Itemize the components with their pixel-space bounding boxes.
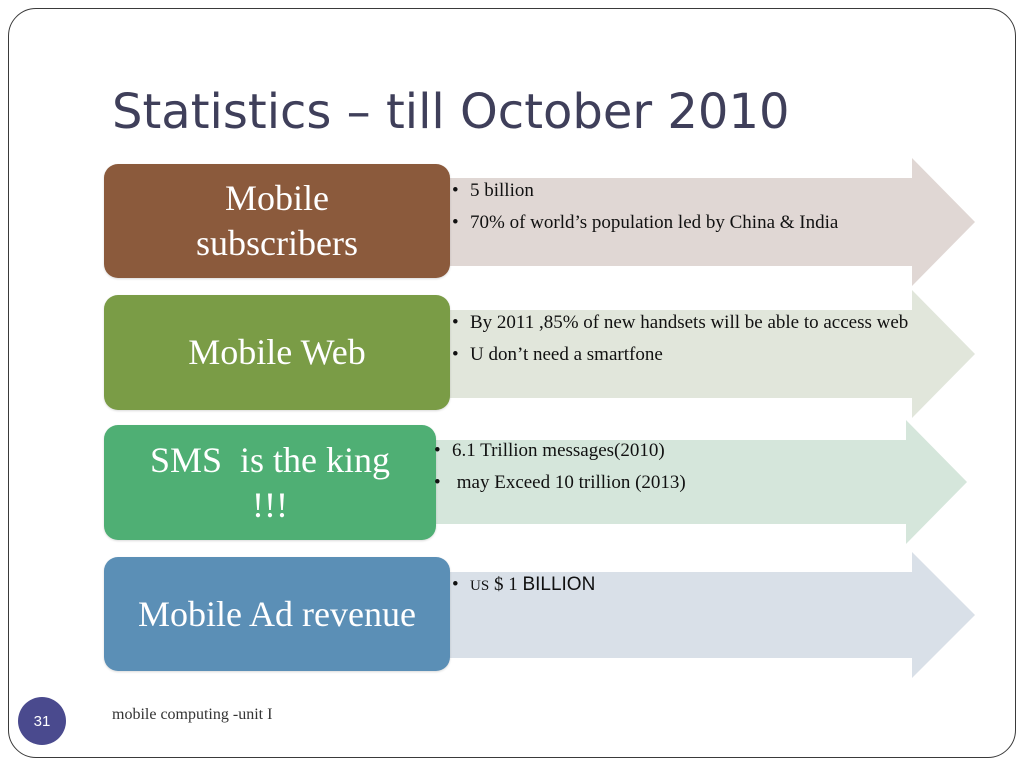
slide-footer: mobile computing -unit I bbox=[112, 706, 273, 723]
row-4-label: Mobile Ad revenue bbox=[138, 593, 416, 634]
row-4-currency: US bbox=[470, 578, 490, 594]
row-1-bullet-2: 70% of world’s population led by China &… bbox=[450, 210, 930, 236]
page-number: 31 bbox=[33, 712, 51, 730]
row-3-label-line-2: !!! bbox=[252, 484, 288, 525]
row-3-bullet-1: 6.1 Trillion messages(2010) bbox=[432, 438, 892, 464]
row-3-label-line-1: SMS is the king bbox=[149, 439, 391, 480]
row-1-bullet-1: 5 billion bbox=[450, 178, 930, 204]
row-3-bullet-2: may Exceed 10 trillion (2013) bbox=[432, 470, 892, 496]
row-1-bullets: 5 billion 70% of world’s population led … bbox=[450, 178, 930, 241]
row-4-unit: BILLION bbox=[522, 574, 596, 595]
row-4-bullet-1: US $ 1 BILLION bbox=[450, 572, 910, 598]
row-1-label-box: Mobile subscribers bbox=[104, 164, 450, 278]
row-4-bullets: US $ 1 BILLION bbox=[450, 572, 910, 604]
row-4-label-box: Mobile Ad revenue bbox=[104, 557, 450, 671]
row-4-arrow bbox=[440, 552, 975, 678]
row-2-bullet-2: U don’t need a smartfone bbox=[450, 342, 910, 368]
row-3-label-box: SMS is the king !!! bbox=[104, 425, 436, 540]
row-1-label: Mobile subscribers bbox=[196, 178, 358, 263]
row-2-label: Mobile Web bbox=[188, 332, 366, 372]
row-4-amount: $ 1 bbox=[489, 574, 523, 595]
page-number-badge: 31 bbox=[18, 697, 66, 745]
row-2-label-box: Mobile Web bbox=[104, 295, 450, 410]
row-2-bullets: By 2011 ,85% of new handsets will be abl… bbox=[450, 310, 910, 373]
slide-title: Statistics – till October 2010 bbox=[112, 84, 790, 140]
row-2-bullet-1: By 2011 ,85% of new handsets will be abl… bbox=[450, 310, 910, 336]
row-3-bullets: 6.1 Trillion messages(2010) may Exceed 1… bbox=[432, 438, 892, 501]
